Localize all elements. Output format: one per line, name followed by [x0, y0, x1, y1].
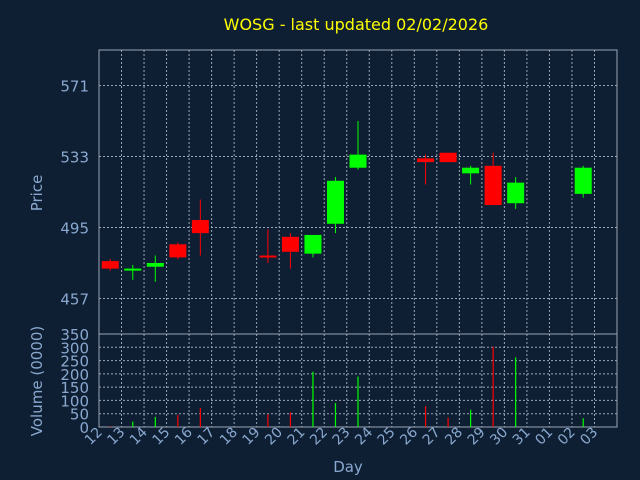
x-tick-label: 29 [465, 425, 489, 449]
price-panel: 457 495 533 571 [60, 49, 618, 335]
candle-body [417, 158, 435, 163]
x-tick-label: 31 [510, 425, 534, 449]
x-tick-label: 03 [577, 425, 601, 449]
volume-tick-label: 100 [60, 392, 89, 410]
candle-body [304, 234, 322, 254]
candle-body [169, 244, 187, 258]
x-tick-label: 13 [104, 425, 128, 449]
x-tick-label: 21 [285, 425, 309, 449]
candle-body [349, 154, 367, 168]
candle-body [281, 236, 299, 252]
x-tick-label: 18 [217, 425, 241, 449]
candle-body [507, 182, 525, 204]
volume-tick-label: 350 [60, 326, 89, 344]
candle-body [484, 165, 502, 206]
x-tick-label: 17 [195, 425, 219, 449]
x-tick-label: 28 [442, 425, 466, 449]
x-tick-label: 27 [420, 425, 444, 449]
candle-body [146, 263, 164, 267]
volume-axis-label: Volume (0000) [28, 326, 46, 436]
candle-body [439, 152, 457, 163]
x-tick-label: 01 [532, 425, 556, 449]
x-tick-label: 26 [397, 424, 421, 448]
price-axis-label: Price [28, 175, 46, 212]
x-tick-label: 25 [375, 425, 399, 449]
candle-body [462, 167, 480, 174]
volume-tick-label: 300 [60, 339, 89, 357]
x-axis-label: Day [333, 458, 363, 476]
x-tick-label: 19 [240, 425, 264, 449]
x-tick-label: 16 [172, 424, 196, 448]
volume-tick-label: 50 [70, 406, 89, 424]
candle-body [124, 268, 142, 271]
price-tick-label: 533 [60, 149, 89, 167]
x-axis: 1213141516171819202122232425262728293031… [82, 424, 601, 448]
candle-body [101, 261, 119, 269]
price-tick-label: 495 [60, 220, 89, 238]
volume-tick-label: 200 [60, 366, 89, 384]
chart-title: WOSG - last updated 02/02/2026 [224, 15, 489, 34]
x-tick-label: 24 [352, 424, 376, 448]
x-tick-label: 02 [555, 425, 579, 449]
x-tick-label: 22 [307, 425, 331, 449]
candle-body [191, 220, 209, 234]
volume-tick-label: 0 [79, 419, 89, 437]
x-tick-label: 23 [330, 425, 354, 449]
candle-body [326, 180, 344, 224]
price-tick-label: 457 [60, 291, 89, 309]
price-panel-frame [98, 49, 618, 335]
candle-body [259, 255, 277, 258]
x-tick-label: 14 [127, 424, 151, 448]
candle-body [574, 167, 592, 194]
price-tick-label: 571 [60, 78, 89, 96]
x-tick-label: 30 [487, 425, 511, 449]
x-tick-label: 15 [149, 425, 173, 449]
volume-tick-label: 150 [60, 379, 89, 397]
volume-tick-label: 250 [60, 353, 89, 371]
x-tick-label: 20 [262, 425, 286, 449]
